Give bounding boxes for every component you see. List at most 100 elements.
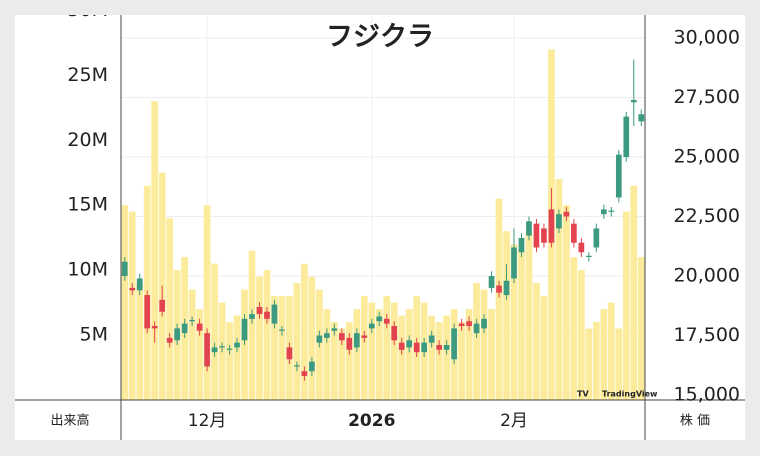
volume-bar <box>488 309 495 400</box>
candle-body <box>383 318 390 324</box>
volume-bar <box>308 276 316 400</box>
candle-body <box>279 329 285 331</box>
candle-body <box>421 342 428 353</box>
x-tick-label: 12月 <box>188 411 227 431</box>
volume-bar <box>345 322 353 400</box>
volume-bar <box>226 322 233 400</box>
candle-body <box>481 318 487 329</box>
candle-body <box>563 211 570 217</box>
candle-body <box>249 314 255 319</box>
volume-bar <box>360 296 368 400</box>
x-tick-label: 2026 <box>348 411 395 431</box>
candle-body <box>458 323 465 326</box>
candle-body <box>144 295 151 329</box>
candle-body <box>406 340 413 348</box>
volume-bar <box>151 101 159 400</box>
volume-bar <box>563 205 570 400</box>
candle-body <box>196 323 203 331</box>
volume-bar <box>121 205 129 400</box>
candle-body <box>630 99 637 103</box>
chart-title: フジクラ <box>326 22 434 53</box>
candle-body <box>271 304 278 324</box>
y-tick-label: 20M <box>67 129 108 151</box>
volume-bar <box>607 302 615 400</box>
volume-bar <box>263 270 271 400</box>
candle-body <box>443 345 450 350</box>
x-tick-label: 2月 <box>500 411 528 431</box>
candle-body <box>301 371 308 376</box>
candle-body <box>518 237 525 253</box>
candle-body <box>294 365 300 367</box>
candle-body <box>586 255 592 257</box>
candle-body <box>593 228 600 248</box>
candle-body <box>571 223 577 243</box>
candle-body <box>623 116 630 158</box>
y-tick-label: 25M <box>67 64 108 86</box>
candle-body <box>548 209 555 243</box>
volume-label: 出来高 <box>50 413 89 429</box>
volume-bar <box>278 296 286 400</box>
candle-body <box>413 342 420 353</box>
watermark: TradingView <box>602 390 658 399</box>
volume-bar <box>540 296 548 400</box>
volume-bar <box>248 250 256 400</box>
volume-bar <box>615 328 623 400</box>
volume-bar <box>525 231 533 400</box>
candle-body <box>226 348 233 350</box>
candle-body <box>241 318 248 341</box>
candle-body <box>316 335 323 343</box>
candle-body <box>578 242 585 253</box>
volume-bar <box>428 315 435 400</box>
volume-bar <box>443 315 450 400</box>
volume-bar <box>510 244 518 400</box>
volume-bar <box>211 263 218 400</box>
y2-tick-label: 27,500 <box>674 86 740 108</box>
volume-bar <box>196 309 203 400</box>
watermark-logo: TV <box>577 390 589 399</box>
volume-bar <box>473 283 480 400</box>
volume-bar <box>570 257 578 400</box>
candle-body <box>256 306 263 315</box>
candle-body <box>136 278 143 291</box>
candle-body <box>376 316 383 322</box>
volume-bar <box>136 283 144 400</box>
candle-body <box>541 228 547 243</box>
candle-body <box>398 342 405 350</box>
volume-bar <box>390 302 398 400</box>
candle-body <box>331 328 338 331</box>
candle-body <box>503 280 510 296</box>
volume-bar <box>271 296 278 400</box>
candle-body <box>189 320 195 322</box>
candle-body <box>181 323 188 334</box>
candle-body <box>368 323 375 329</box>
volume-bar <box>593 322 600 400</box>
volume-bar <box>233 315 241 400</box>
volume-bar <box>383 296 391 400</box>
candle-body <box>324 333 330 338</box>
price-label: 株 価 <box>680 414 710 429</box>
y2-tick-label: 17,500 <box>674 324 740 346</box>
volume-bar <box>331 322 338 400</box>
candle-body <box>234 342 240 348</box>
y2-tick-label: 15,000 <box>674 384 740 406</box>
volume-bar <box>458 322 465 400</box>
candle-body <box>600 209 607 215</box>
y2-tick-label: 22,500 <box>674 205 740 227</box>
candle-body <box>264 311 270 319</box>
volume-bar <box>600 309 608 400</box>
candle-body <box>391 325 398 341</box>
candle-body <box>608 210 615 212</box>
volume-bar <box>293 283 301 400</box>
candle-body <box>129 287 136 291</box>
y-tick-label: 15M <box>67 194 108 216</box>
volume-bar <box>166 218 173 400</box>
candle-body <box>204 333 210 367</box>
candle-body <box>338 333 345 341</box>
candle-body <box>436 345 442 350</box>
candle-body <box>556 214 562 229</box>
candle-body <box>211 347 218 353</box>
candle-body <box>309 361 315 372</box>
candle-body <box>346 337 353 350</box>
volume-bar <box>398 315 406 400</box>
